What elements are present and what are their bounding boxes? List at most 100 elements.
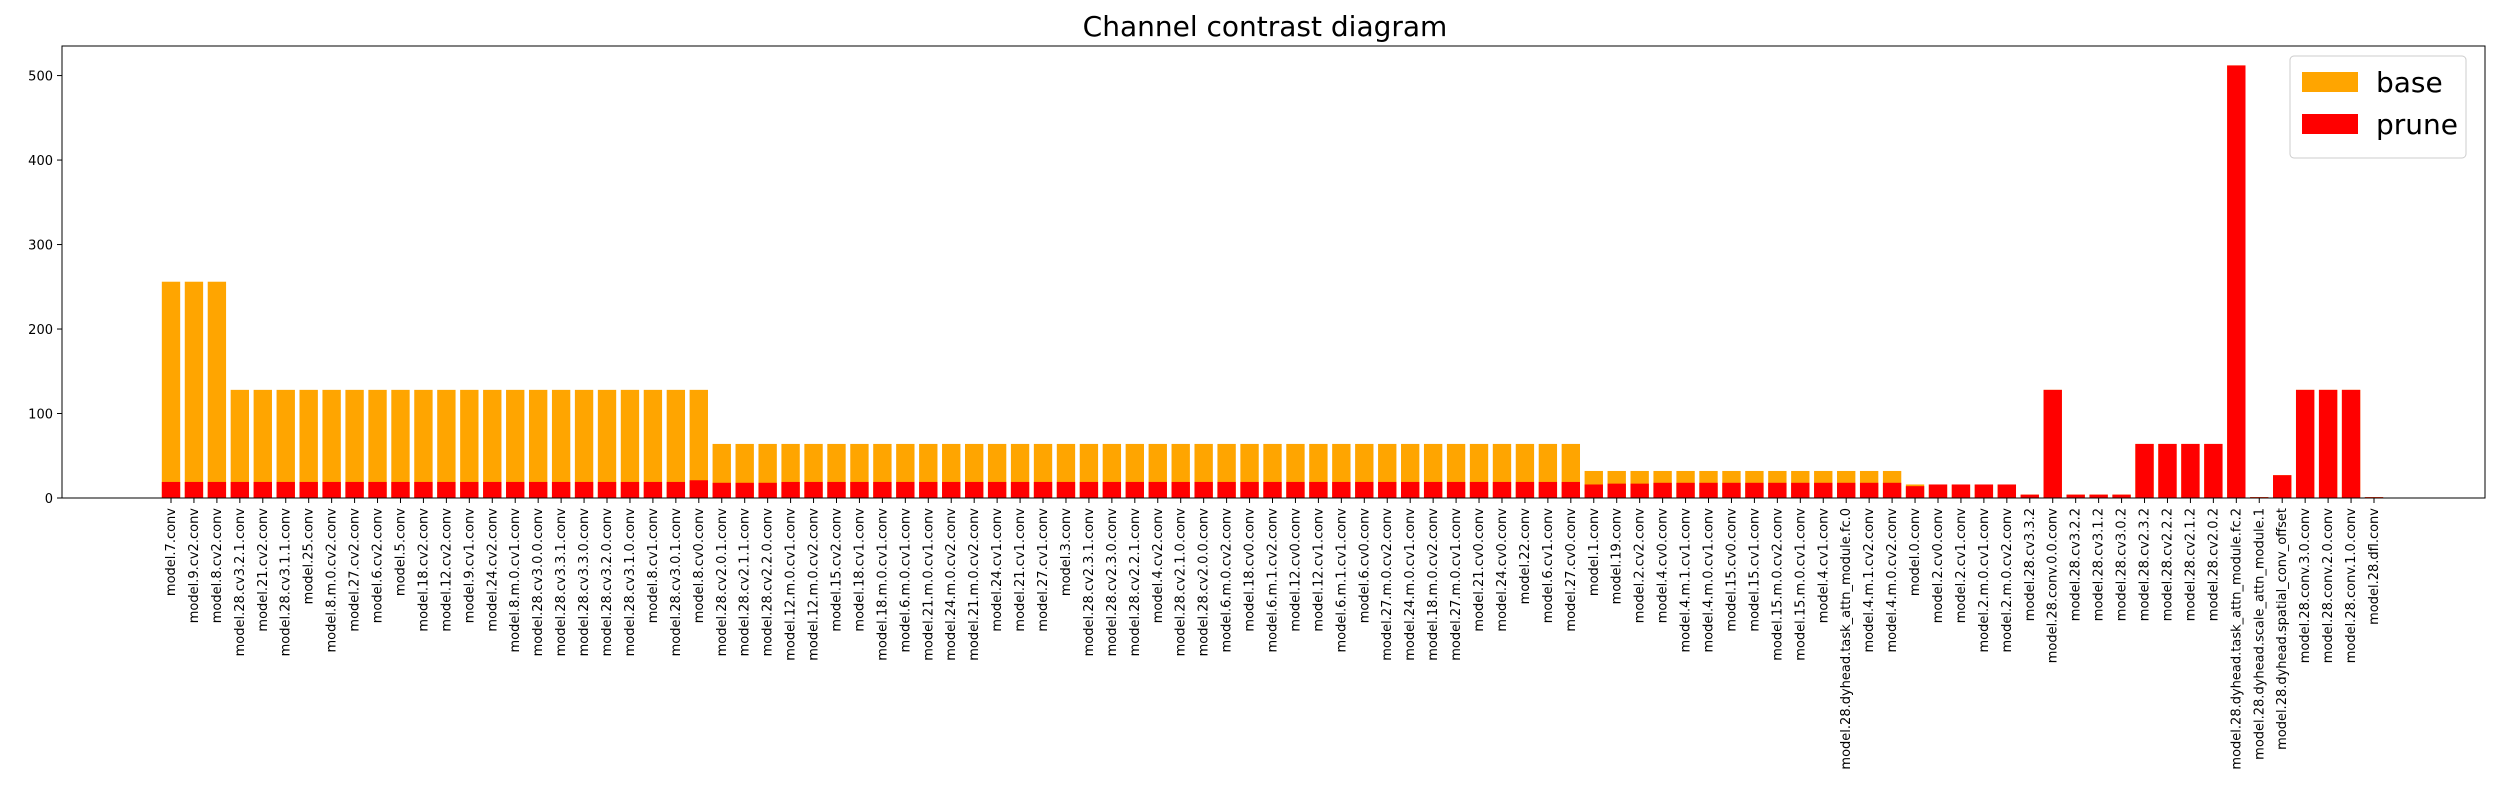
x-tick-label: model.6.m.1.cv1.conv bbox=[1334, 508, 1349, 653]
x-tick-label: model.28.cv2.0.2 bbox=[2206, 508, 2221, 621]
bar-base bbox=[483, 389, 502, 498]
bars-group bbox=[161, 65, 2384, 499]
bar-prune bbox=[2204, 443, 2223, 498]
x-tick-label: model.28.dyhead.spatial_conv_offset bbox=[2275, 508, 2290, 750]
bar-prune bbox=[2181, 443, 2200, 498]
bar-prune bbox=[1791, 482, 1810, 498]
x-tick-label: model.2.cv2.conv bbox=[1633, 508, 1648, 624]
x-tick-label: model.6.m.0.cv1.conv bbox=[898, 508, 913, 653]
plot-frame bbox=[61, 45, 2486, 499]
bar-prune bbox=[207, 481, 227, 498]
x-tick-label: model.18.cv1.conv bbox=[852, 508, 867, 632]
bar-prune bbox=[253, 481, 272, 498]
bar-prune bbox=[804, 481, 823, 498]
bar-prune bbox=[506, 481, 525, 498]
x-tick-label: model.24.m.0.cv2.conv bbox=[944, 508, 959, 661]
bar-prune bbox=[735, 482, 754, 498]
x-tick-label: model.8.cv0.conv bbox=[692, 508, 707, 624]
bar-prune bbox=[1768, 482, 1787, 498]
x-tick-label: model.6.m.1.cv2.conv bbox=[1266, 508, 1281, 653]
bar-prune bbox=[2227, 65, 2246, 499]
bar-prune bbox=[987, 481, 1007, 498]
bar-prune bbox=[391, 481, 410, 498]
x-tick-label: model.28.dfl.conv bbox=[2367, 508, 2382, 625]
bar-prune bbox=[345, 481, 364, 498]
x-tick-label: model.21.m.0.cv2.conv bbox=[967, 508, 982, 661]
bar-prune bbox=[1974, 484, 1994, 498]
x-tick-label: model.28.cv2.3.2 bbox=[2138, 508, 2153, 621]
bar-base bbox=[597, 389, 617, 498]
x-tick-label: model.1.conv bbox=[1587, 508, 1602, 596]
x-tick-label: model.12.cv1.conv bbox=[1311, 508, 1326, 632]
bar-prune bbox=[1401, 481, 1420, 498]
bar-prune bbox=[1217, 481, 1236, 498]
bar-base bbox=[345, 389, 364, 498]
bar-prune bbox=[551, 481, 571, 498]
bar-base bbox=[161, 281, 181, 498]
bar-prune bbox=[643, 481, 663, 498]
bar-prune bbox=[1056, 481, 1076, 498]
bar-prune bbox=[1355, 481, 1374, 498]
bar-prune bbox=[2318, 389, 2338, 498]
bar-prune bbox=[299, 481, 318, 498]
bar-prune bbox=[827, 481, 846, 498]
x-tick-label: model.18.m.0.cv2.conv bbox=[1426, 508, 1441, 661]
x-tick-label: model.12.cv2.conv bbox=[439, 508, 454, 632]
x-tick-label: model.5.conv bbox=[393, 508, 408, 596]
bar-prune bbox=[964, 481, 984, 498]
bar-prune bbox=[1194, 481, 1213, 498]
x-tick-label: model.6.m.0.cv2.conv bbox=[1220, 508, 1235, 653]
bar-prune bbox=[2020, 494, 2039, 498]
x-tick-label: model.28.cv3.2.0.conv bbox=[600, 508, 615, 657]
x-tick-label: model.28.cv3.0.1.conv bbox=[669, 508, 684, 657]
bar-prune bbox=[1699, 482, 1718, 498]
x-tick-label: model.28.cv2.0.0.conv bbox=[1197, 508, 1212, 657]
x-tick-label: model.15.cv2.conv bbox=[829, 508, 844, 632]
x-tick-label: model.18.cv0.conv bbox=[1243, 508, 1258, 632]
bar-prune bbox=[2043, 389, 2062, 498]
bar-prune bbox=[1033, 481, 1053, 498]
x-tick-label: model.28.cv2.1.2 bbox=[2183, 508, 2198, 621]
x-tick-label: model.28.cv2.3.0.conv bbox=[1105, 508, 1120, 657]
x-tick-label: model.28.cv3.0.0.conv bbox=[531, 508, 546, 657]
bar-base bbox=[322, 389, 341, 498]
x-tick-label: model.3.conv bbox=[1059, 508, 1074, 596]
bar-prune bbox=[942, 481, 961, 498]
legend-swatch-prune bbox=[2302, 114, 2358, 134]
bar-prune bbox=[230, 481, 250, 498]
bar-prune bbox=[1607, 483, 1626, 498]
bar-prune bbox=[1492, 481, 1512, 498]
y-tick-label: 400 bbox=[28, 154, 53, 169]
x-tick-label: model.2.cv0.conv bbox=[1931, 508, 1946, 624]
bar-prune bbox=[1882, 482, 1902, 498]
bar-prune bbox=[1240, 481, 1259, 498]
x-tick-label: model.25.conv bbox=[302, 508, 317, 605]
x-tick-label: model.15.m.0.cv2.conv bbox=[1770, 508, 1785, 661]
x-tick-label: model.28.cv3.0.2 bbox=[2115, 508, 2130, 621]
bar-prune bbox=[1630, 483, 1649, 498]
bar-prune bbox=[2341, 389, 2361, 498]
bar-prune bbox=[437, 481, 456, 498]
bar-prune bbox=[528, 481, 548, 498]
bar-base bbox=[551, 389, 571, 498]
x-tick-label: model.28.dyhead.scale_attn_module.1 bbox=[2252, 508, 2267, 760]
bar-prune bbox=[712, 482, 731, 498]
x-tick-label: model.24.cv1.conv bbox=[990, 508, 1005, 632]
bar-prune bbox=[2273, 475, 2292, 498]
x-tick-label: model.21.cv0.conv bbox=[1472, 508, 1487, 632]
x-tick-label: model.28.dyhead.task_attn_module.fc.2 bbox=[2229, 508, 2244, 770]
bar-prune bbox=[322, 481, 341, 498]
legend-label-base: base bbox=[2376, 66, 2443, 99]
x-tick-label: model.24.m.0.cv1.conv bbox=[1403, 508, 1418, 661]
x-tick-label: model.4.cv1.conv bbox=[1816, 508, 1831, 624]
bar-prune bbox=[1378, 481, 1397, 498]
x-tick-label: model.12.cv0.conv bbox=[1288, 508, 1303, 632]
x-tick-label: model.28.conv.1.0.conv bbox=[2344, 508, 2359, 664]
x-tick-label: model.8.cv2.conv bbox=[210, 508, 225, 624]
y-tick-label: 500 bbox=[28, 70, 53, 85]
x-tick-label: model.12.m.0.cv1.conv bbox=[784, 508, 799, 661]
bar-base bbox=[689, 389, 708, 498]
y-tick-label: 0 bbox=[45, 492, 53, 507]
bar-prune bbox=[597, 481, 617, 498]
bar-prune bbox=[414, 481, 433, 498]
